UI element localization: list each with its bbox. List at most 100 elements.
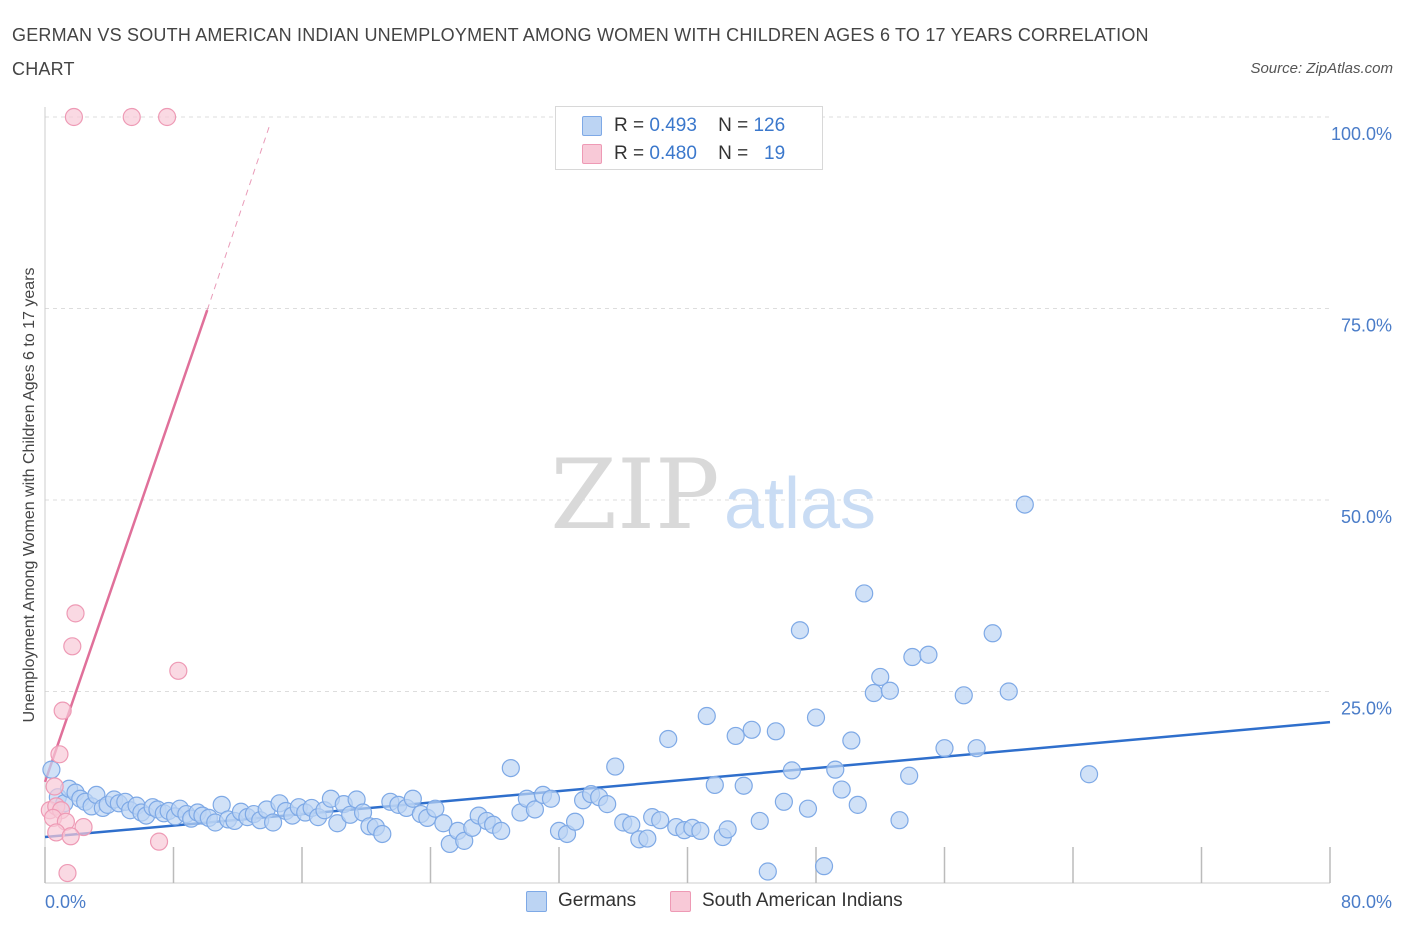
trend-extension-south-american-indians (206, 124, 271, 311)
point-south-american-indians (45, 777, 64, 796)
legend-r-value-germans: 0.493 (649, 115, 697, 136)
point-germans (426, 799, 445, 818)
point-south-american-indians (157, 107, 177, 127)
point-germans (525, 800, 545, 819)
point-germans (403, 789, 422, 808)
point-south-american-indians (61, 827, 80, 846)
point-germans (328, 814, 347, 833)
x-tick-labels: 0.0% 80.0% (45, 892, 1392, 912)
x-tick-label-max: 80.0% (1341, 892, 1392, 912)
point-germans (848, 795, 867, 814)
point-south-american-indians (169, 661, 188, 680)
point-south-american-indians (66, 604, 85, 623)
point-germans (855, 584, 874, 603)
point-germans (659, 729, 678, 749)
point-germans (734, 776, 753, 795)
legend-r-value-south-american-indians: 0.480 (649, 143, 697, 164)
axes (44, 107, 1331, 884)
watermark-zip: ZIP (550, 439, 719, 551)
point-germans (1079, 765, 1099, 784)
source-label: Source: ZipAtlas.com (1250, 60, 1393, 77)
point-germans (492, 821, 511, 841)
point-germans (919, 645, 938, 664)
point-germans (935, 739, 954, 758)
point-south-american-indians (64, 107, 84, 127)
legend-r-label: R = (614, 115, 645, 136)
point-germans (373, 824, 392, 844)
point-germans (541, 789, 561, 808)
x-tick-label-min: 0.0% (45, 892, 86, 912)
data-points (40, 107, 1099, 883)
point-germans (798, 799, 818, 818)
chart-title: GERMAN VS SOUTH AMERICAN INDIAN UNEMPLOY… (12, 25, 1149, 79)
point-germans (501, 758, 520, 778)
point-germans (983, 624, 1002, 643)
point-germans (900, 766, 919, 785)
point-south-american-indians (149, 832, 169, 851)
point-germans (890, 811, 909, 830)
point-germans (954, 686, 973, 705)
point-germans (263, 813, 283, 832)
series-swatch-south-american-indians (670, 891, 691, 912)
legend-r-label: R = (614, 143, 645, 164)
trend-line-south-american-indians (43, 309, 209, 783)
point-germans (782, 761, 802, 780)
point-germans (42, 760, 61, 779)
point-germans (434, 814, 453, 833)
point-germans (742, 720, 761, 739)
point-germans (718, 820, 737, 839)
grid-lines (45, 116, 1330, 692)
point-germans (766, 722, 785, 741)
point-germans (864, 683, 883, 703)
point-germans (697, 706, 716, 726)
point-germans (606, 757, 625, 776)
legend-swatch-south-american-indians (582, 144, 602, 164)
point-germans (871, 667, 890, 687)
point-germans (622, 815, 641, 834)
point-germans (842, 731, 861, 750)
y-axis-label: Unemployment Among Women with Children A… (21, 267, 38, 722)
point-germans (826, 760, 845, 779)
point-germans (967, 739, 986, 758)
point-germans (691, 821, 710, 841)
y-tick-label-25: 25.0% (1341, 699, 1392, 719)
point-south-american-indians (74, 817, 93, 837)
point-germans (565, 812, 585, 831)
point-germans (726, 726, 745, 746)
watermark: ZIP atlas (550, 439, 876, 551)
point-germans (705, 775, 724, 795)
legend-n-value-south-american-indians: 19 (764, 143, 786, 164)
point-germans (880, 681, 899, 700)
point-germans (638, 829, 657, 848)
stats-legend: R = 0.493 N = 126 R = 0.480 N = 19 (555, 106, 823, 170)
y-tick-label-50: 50.0% (1341, 507, 1392, 527)
y-tick-label-75: 75.0% (1341, 316, 1392, 336)
point-south-american-indians (58, 863, 77, 883)
point-south-american-indians (50, 745, 69, 764)
y-tick-labels: 25.0% 50.0% 75.0% 100.0% (1331, 124, 1392, 719)
point-germans (1015, 495, 1034, 514)
series-label-south-american-indians: South American Indians (702, 890, 903, 911)
legend-n-label: N = (718, 115, 749, 136)
point-germans (651, 811, 670, 830)
series-swatch-germans (526, 891, 547, 912)
point-germans (806, 708, 826, 727)
point-germans (832, 780, 851, 799)
point-germans (750, 811, 769, 831)
point-germans (999, 682, 1018, 701)
legend-n-label: N = (718, 143, 749, 164)
legend-n-value-germans: 126 (753, 115, 786, 136)
point-germans (814, 857, 834, 876)
point-germans (455, 831, 474, 850)
watermark-atlas: atlas (724, 464, 876, 544)
point-germans (758, 862, 777, 881)
point-germans (790, 621, 810, 640)
y-tick-label-100: 100.0% (1331, 124, 1392, 144)
legend-swatch-germans (582, 116, 602, 136)
point-germans (774, 792, 793, 811)
series-label-germans: Germans (558, 890, 637, 911)
point-germans (598, 795, 617, 814)
point-germans (903, 647, 922, 667)
point-south-american-indians (63, 637, 82, 656)
